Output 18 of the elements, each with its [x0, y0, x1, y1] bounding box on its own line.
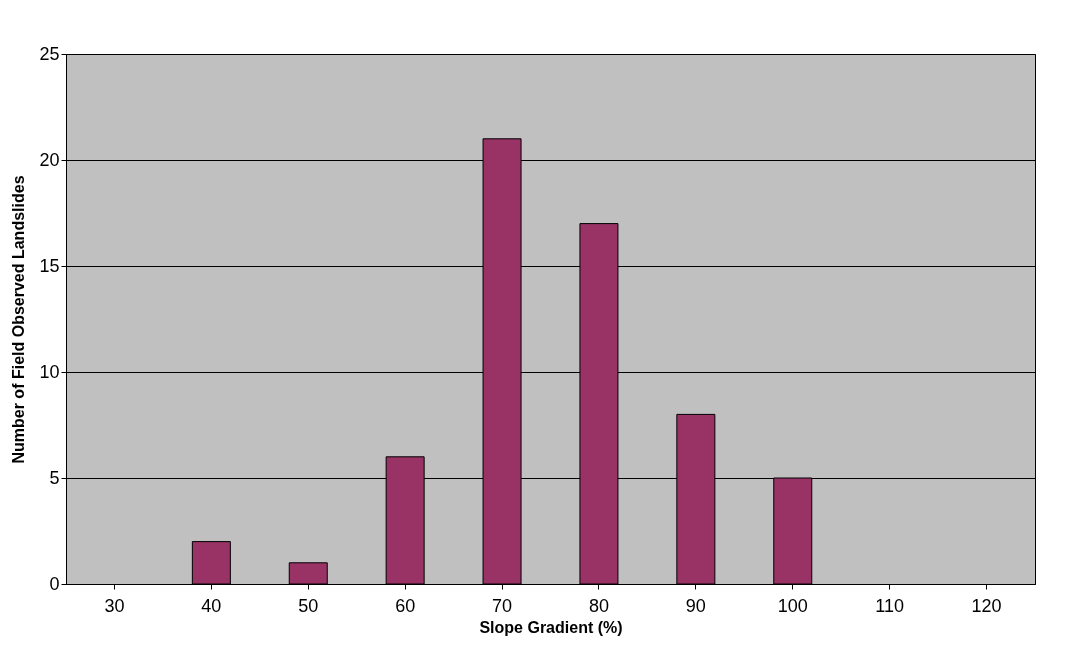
x-tick-label: 60: [395, 595, 416, 616]
y-tick-label: 25: [39, 43, 60, 64]
x-tick-label: 80: [588, 595, 609, 616]
x-tick-label: 50: [298, 595, 319, 616]
x-axis-title: Slope Gradient (%): [479, 618, 623, 636]
y-tick-label: 0: [49, 573, 60, 594]
x-tick-label: 110: [875, 595, 904, 616]
y-axis-title: Number of Field Observed Landslides: [10, 175, 28, 464]
y-tick-label: 20: [39, 149, 60, 170]
y-tick-label: 15: [39, 255, 60, 276]
x-tick-label: 70: [492, 595, 513, 616]
x-tick-label: 90: [685, 595, 706, 616]
y-tick-label: 5: [49, 467, 60, 488]
x-tick-label: 30: [104, 595, 125, 616]
y-tick-label: 10: [39, 361, 60, 382]
x-tick-label: 100: [777, 595, 808, 616]
x-tick-label: 120: [971, 595, 1002, 616]
x-tick-label: 40: [201, 595, 222, 616]
